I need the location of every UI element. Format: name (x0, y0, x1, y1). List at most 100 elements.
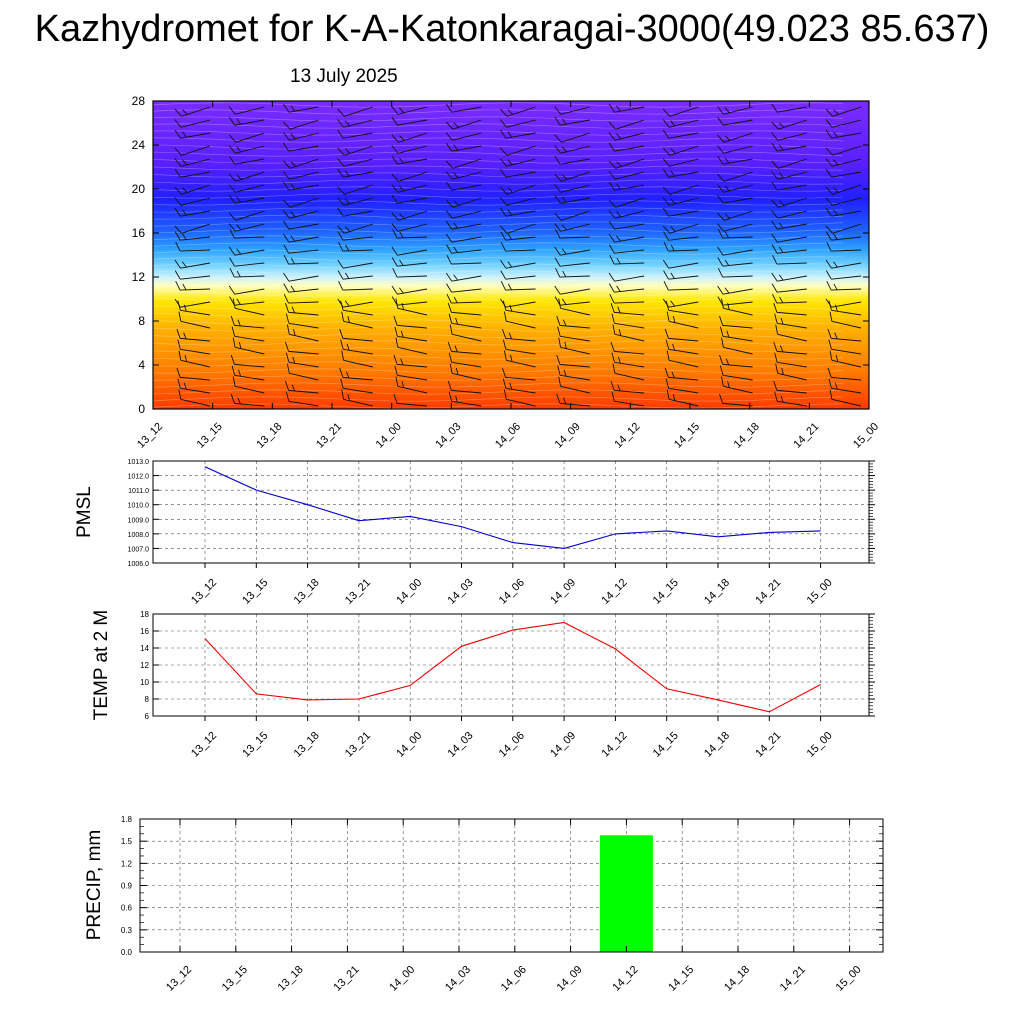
temp-panel: 6 8 10 12 14 16 18 13_12 13_15 13_18 13_21 14_00 14… (91, 610, 875, 760)
wind-barb (230, 354, 265, 368)
wind-barb (282, 171, 319, 180)
wind-barb (828, 378, 862, 394)
wind-barb (391, 257, 428, 267)
wind-barb (554, 155, 590, 165)
temp-y-axis: 6 8 10 12 14 16 18 (140, 610, 875, 721)
wind-barb (449, 324, 482, 342)
wind-barb (554, 106, 590, 115)
x-tick-label: 13_15 (240, 577, 270, 607)
page-title: Kazhydromet for K-A-Katonkaragai-3000(49… (34, 8, 990, 50)
wind-barb (825, 223, 862, 234)
contour-line (152, 375, 844, 381)
wind-barb (445, 197, 482, 208)
wind-barbs (174, 103, 862, 407)
wind-barb (662, 106, 699, 117)
wind-barb (283, 254, 319, 265)
wind-barb (445, 158, 482, 169)
x-tick-label: 13_15 (220, 964, 250, 994)
wind-barb (554, 296, 590, 306)
wind-barb (500, 184, 536, 195)
wind-barb (338, 280, 373, 291)
wind-barb (774, 352, 807, 368)
wind-barb (826, 241, 862, 252)
wind-barb (664, 367, 699, 381)
wind-barb (500, 241, 536, 252)
wind-barb (337, 259, 373, 269)
wind-barb (283, 283, 319, 293)
wind-barb (825, 207, 862, 217)
wind-barb (608, 142, 645, 152)
wind-barb (445, 210, 482, 219)
wind-barb (554, 132, 590, 143)
contour-line (152, 165, 844, 171)
wind-barb (337, 119, 373, 128)
wind-barb (828, 339, 862, 355)
wind-barb (445, 103, 482, 113)
cs-x-tick-label: 14_09 (553, 421, 583, 451)
wind-barb (611, 313, 645, 329)
wind-barb (665, 339, 699, 355)
y-tick-label: 18 (140, 610, 149, 619)
wind-barb (558, 376, 590, 394)
wind-barb (174, 168, 211, 178)
wind-barb (228, 246, 265, 256)
wind-barb (608, 158, 645, 169)
wind-barb (771, 210, 807, 219)
contour-line (152, 396, 844, 402)
pmsl-y-label: PMSL (74, 486, 95, 538)
wind-barb (283, 233, 319, 243)
wind-barb (341, 389, 373, 407)
wind-barb (663, 241, 699, 252)
contour-line (152, 116, 844, 122)
wind-barb (447, 341, 482, 355)
temp-series-line (204, 621, 821, 713)
wind-barb (178, 311, 211, 329)
wind-barb (717, 106, 753, 115)
wind-barb (174, 223, 211, 234)
cs-x-tick-label: 14_21 (791, 421, 821, 451)
wind-barb (825, 158, 862, 167)
wind-barb (719, 315, 753, 329)
wind-barb (391, 246, 428, 256)
wind-barb (178, 350, 211, 368)
wind-barb (391, 155, 428, 165)
wind-barb (721, 376, 753, 394)
wind-barb (772, 293, 807, 304)
wind-barb (393, 393, 428, 407)
wind-barb (284, 341, 319, 355)
wind-barb (771, 197, 807, 208)
wind-barb (501, 367, 536, 381)
wind-barb (554, 223, 590, 232)
wind-barb (337, 158, 373, 167)
x-tick-label: 14_21 (753, 730, 783, 760)
wind-barb (825, 106, 862, 117)
wind-barb (391, 223, 428, 232)
contour-line (152, 368, 844, 374)
x-tick-label: 14_06 (499, 964, 529, 994)
wind-barb (663, 270, 699, 280)
wind-barb (773, 380, 807, 394)
y-tick-label: 1009.0 (128, 517, 150, 524)
x-tick-label: 13_12 (189, 730, 219, 760)
wind-barb (608, 119, 645, 130)
wind-barb (717, 223, 753, 232)
contour-line (152, 277, 844, 283)
wind-barb (174, 129, 211, 139)
wind-barb (664, 328, 699, 342)
wind-barb (285, 352, 319, 368)
wind-barb (283, 197, 319, 208)
x-tick-label: 14_18 (702, 577, 732, 607)
wind-barb (558, 337, 590, 355)
wind-barb (174, 145, 211, 156)
wind-barb (340, 300, 373, 316)
wind-barb (337, 106, 373, 117)
wind-barb (662, 145, 699, 156)
cs-x-tick-label: 13_12 (135, 421, 165, 451)
wind-barb (554, 285, 590, 295)
y-tick-label: 8 (145, 695, 150, 704)
wind-barb (554, 194, 590, 204)
x-tick-label: 14_21 (778, 964, 808, 994)
wind-barb (608, 197, 645, 208)
wind-barb (445, 233, 482, 243)
wind-barb (825, 129, 862, 139)
